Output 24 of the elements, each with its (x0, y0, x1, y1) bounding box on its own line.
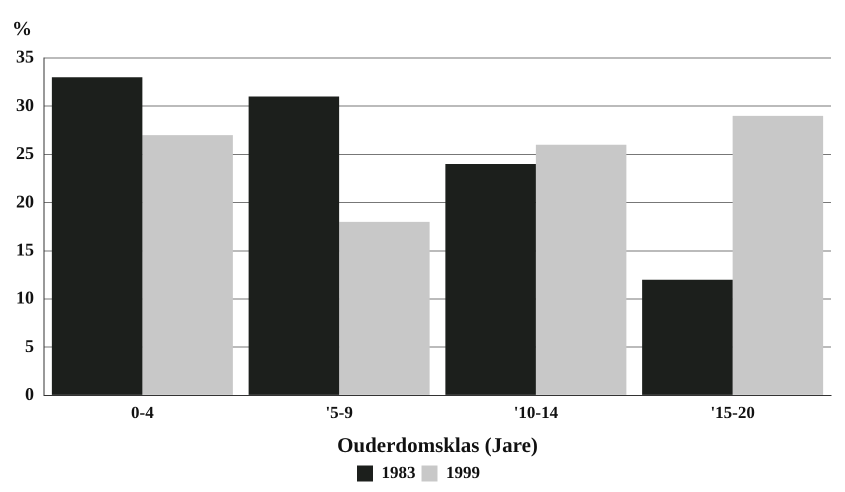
y-tick-label: 5 (25, 336, 34, 356)
y-tick-label: 20 (16, 191, 34, 212)
y-tick-label: 0 (25, 384, 34, 404)
bar (52, 77, 142, 395)
x-tick-label: 0-4 (131, 402, 154, 422)
bar (339, 222, 430, 395)
y-tick-label: 10 (16, 288, 34, 308)
y-axis-title: % (12, 18, 32, 40)
y-tick-label: 25 (16, 143, 34, 164)
bar (445, 164, 536, 395)
bar (142, 135, 233, 395)
y-tick-label: 30 (16, 94, 34, 115)
legend-label: 1999 (446, 462, 480, 482)
x-tick-label: '15-20 (710, 402, 755, 422)
legend-label: 1983 (382, 462, 416, 482)
x-tick-label: '5-9 (325, 402, 353, 422)
bar (536, 144, 626, 395)
bar (642, 280, 733, 395)
bar (732, 116, 824, 395)
x-tick-label: '10-14 (514, 402, 559, 422)
bar (248, 96, 340, 395)
x-axis-title: Ouderdomsklas (Jare) (337, 432, 538, 457)
y-tick-label: 15 (16, 239, 34, 260)
y-tick-label: 35 (16, 46, 34, 67)
